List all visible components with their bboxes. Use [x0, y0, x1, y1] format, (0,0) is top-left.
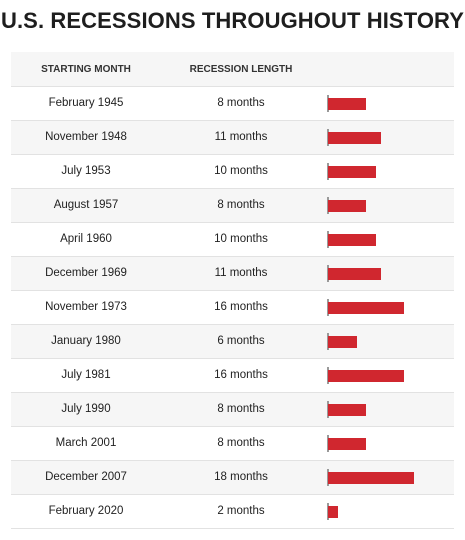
- recession-length-bar: [328, 438, 366, 450]
- bar-cell: [327, 367, 447, 384]
- starting-month-cell: February 1945: [48, 97, 124, 109]
- bar-cell: [327, 129, 447, 146]
- column-header-recession-length: RECESSION LENGTH: [189, 64, 293, 75]
- recession-length-bar: [328, 234, 376, 246]
- starting-month-cell: November 1973: [45, 301, 127, 313]
- bar-cell: [327, 299, 447, 316]
- column-header-starting-month: STARTING MONTH: [41, 64, 131, 75]
- table-row: August 1957 8 months: [11, 189, 454, 223]
- recession-length-bar: [328, 404, 366, 416]
- recession-length-cell: 11 months: [214, 131, 268, 143]
- starting-month-cell: March 2001: [55, 437, 117, 449]
- starting-month-cell: April 1960: [60, 233, 112, 245]
- bar-cell: [327, 197, 447, 214]
- recession-length-cell: 16 months: [214, 369, 268, 381]
- starting-month-cell: July 1990: [61, 403, 111, 415]
- table-row: July 1990 8 months: [11, 393, 454, 427]
- bar-cell: [327, 469, 447, 486]
- starting-month-cell: December 1969: [45, 267, 127, 279]
- table-row: July 1953 10 months: [11, 155, 454, 189]
- recession-length-bar: [328, 506, 338, 518]
- recession-length-cell: 8 months: [217, 97, 265, 109]
- recession-length-cell: 8 months: [217, 403, 265, 415]
- starting-month-cell: December 2007: [45, 471, 127, 483]
- recession-length-cell: 11 months: [214, 267, 268, 279]
- bar-cell: [327, 163, 447, 180]
- recession-length-cell: 8 months: [217, 199, 265, 211]
- recession-length-bar: [328, 336, 357, 348]
- table-body: February 1945 8 months November 1948 11 mon…: [11, 87, 454, 529]
- recession-length-bar: [328, 370, 404, 382]
- table-row: November 1973 16 months: [11, 291, 454, 325]
- starting-month-cell: February 2020: [48, 505, 124, 517]
- starting-month-cell: August 1957: [53, 199, 119, 211]
- table-row: April 1960 10 months: [11, 223, 454, 257]
- recession-length-bar: [328, 472, 414, 484]
- bar-cell: [327, 95, 447, 112]
- chart-title: U.S. RECESSIONS THROUGHOUT HISTORY: [0, 8, 464, 33]
- bar-cell: [327, 333, 447, 350]
- recession-length-cell: 18 months: [214, 471, 268, 483]
- recession-length-bar: [328, 132, 381, 144]
- starting-month-cell: November 1948: [45, 131, 127, 143]
- table-row: November 1948 11 months: [11, 121, 454, 155]
- table-row: July 1981 16 months: [11, 359, 454, 393]
- recession-length-bar: [328, 166, 376, 178]
- recession-length-bar: [328, 302, 404, 314]
- bar-cell: [327, 435, 447, 452]
- recession-length-cell: 16 months: [214, 301, 268, 313]
- bar-cell: [327, 503, 447, 520]
- recession-length-cell: 10 months: [214, 165, 268, 177]
- bar-cell: [327, 265, 447, 282]
- table-row: December 1969 11 months: [11, 257, 454, 291]
- table-row: March 2001 8 months: [11, 427, 454, 461]
- recession-length-cell: 8 months: [217, 437, 265, 449]
- recession-length-cell: 6 months: [217, 335, 265, 347]
- table-row: December 2007 18 months: [11, 461, 454, 495]
- recession-length-bar: [328, 200, 366, 212]
- recession-length-cell: 2 months: [217, 505, 265, 517]
- recession-table: STARTING MONTH RECESSION LENGTH February…: [11, 52, 454, 529]
- bar-cell: [327, 401, 447, 418]
- starting-month-cell: July 1953: [61, 165, 111, 177]
- recession-length-cell: 10 months: [214, 233, 268, 245]
- bar-cell: [327, 231, 447, 248]
- starting-month-cell: July 1981: [61, 369, 111, 381]
- table-row: February 2020 2 months: [11, 495, 454, 529]
- recession-length-bar: [328, 98, 366, 110]
- table-header: STARTING MONTH RECESSION LENGTH: [11, 52, 454, 87]
- table-row: January 1980 6 months: [11, 325, 454, 359]
- starting-month-cell: January 1980: [51, 335, 121, 347]
- recession-length-bar: [328, 268, 381, 280]
- table-row: February 1945 8 months: [11, 87, 454, 121]
